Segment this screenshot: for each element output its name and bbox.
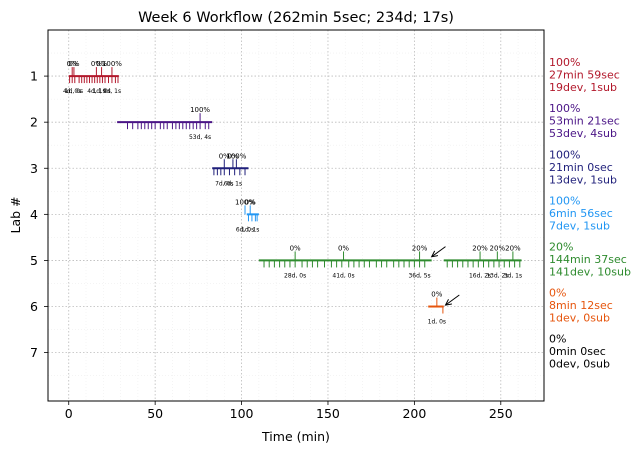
lab-4-milestone-stats: 1d, 1s: [241, 226, 259, 233]
x-tick-label: 100: [230, 406, 254, 421]
lab-4-summary-line: 7dev, 1sub: [549, 219, 610, 232]
lab-5-milestone-stats: 13d, 2s: [486, 272, 508, 279]
lab-1-milestone-pct: 100%: [102, 60, 122, 68]
lab-3-milestone-pct: 0%: [227, 152, 238, 160]
lab-2-summary-line: 100%: [549, 102, 580, 115]
lab-1-summary-line: 100%: [549, 56, 580, 69]
lab-2-summary-line: 53min 21sec: [549, 115, 620, 128]
plot-frame: [47, 29, 545, 402]
lab-5-milestone-pct: 0%: [338, 244, 349, 252]
lab-6-summary-line: 8min 12sec: [549, 299, 613, 312]
lab-4-milestone-pct: 0%: [245, 198, 256, 206]
lab-3-milestone-stats: 6d, 1s: [224, 180, 242, 187]
lab-1-milestone-pct: 0%: [96, 60, 107, 68]
lab-5-milestone-pct: 20%: [412, 244, 428, 252]
lab-5-milestone-stats: 3d, 1s: [504, 272, 522, 279]
lab-5-summary-line: 20%: [549, 240, 573, 253]
lab-7-summary-line: 0%: [549, 333, 566, 346]
x-tick-label: 250: [489, 406, 513, 421]
lab-6-summary-line: 1dev, 0sub: [549, 312, 610, 325]
lab-4-summary-line: 6min 56sec: [549, 207, 613, 220]
x-tick-label: 150: [316, 406, 340, 421]
chart-title: Week 6 Workflow (262min 5sec; 234d; 17s): [138, 10, 454, 26]
lab-3-milestone-stats: 7d, 0s: [215, 180, 233, 187]
lab-6-summary-line: 0%: [549, 287, 566, 300]
lab-5-summary-line: 141dev, 10sub: [549, 265, 631, 278]
x-tick-label: 200: [402, 406, 426, 421]
lab-3-summary-line: 21min 0sec: [549, 161, 613, 174]
lab-1-summary-line: 27min 59sec: [549, 69, 620, 82]
lab-1-summary-line: 19dev, 1sub: [549, 81, 617, 94]
grid-layer: [48, 30, 544, 401]
y-tick-label: 1: [30, 69, 38, 84]
lab-3-milestone-pct: 0%: [219, 152, 230, 160]
lab-7-summary-line: 0dev, 0sub: [549, 358, 610, 371]
lab-4-summary-line: 100%: [549, 194, 580, 207]
y-axis-title: Lab #: [8, 196, 23, 233]
lab-1-milestone-stats: 4d, 0s: [63, 88, 81, 95]
lab-5-milestone-pct: 0%: [290, 244, 301, 252]
lab-5-summary-line: 144min 37sec: [549, 253, 627, 266]
lab-1-milestone-stats: 9d, 1s: [103, 88, 121, 95]
lab-7-summary-line: 0min 0sec: [549, 345, 606, 358]
lab-6-milestone-pct: 0%: [431, 291, 442, 299]
y-tick-label: 6: [30, 299, 38, 314]
lab-4-milestone-stats: 6d, 0s: [236, 226, 254, 233]
lab-2-summary-line: 53dev, 4sub: [549, 127, 617, 140]
lab-3-milestone-pct: 100%: [226, 152, 246, 160]
data-layer: 0% 4d, 0s 0% 1d, 0s 0% 4d, 1s 0% 1d, 0s 100% 9d, …: [63, 60, 522, 325]
lab-1-milestone-pct: 0%: [91, 60, 102, 68]
lab-5-milestone-pct: 20%: [490, 244, 506, 252]
lab-5-milestone-pct: 20%: [472, 244, 488, 252]
lab-5-milestone-stats: 41d, 0s: [332, 272, 354, 279]
y-tick-label: 7: [30, 345, 38, 360]
lab-1-milestone-stats: 4d, 1s: [87, 88, 105, 95]
y-tick-label: 2: [30, 115, 38, 130]
lab-1-milestone-pct: 0%: [67, 60, 78, 68]
axis-layer: 0 50 100 150 200 250 1 2 3 4 5 6 7: [30, 69, 513, 421]
lab-4-milestone-pct: 100%: [235, 198, 255, 206]
y-tick-label: 4: [30, 207, 38, 222]
lab-3-summary-line: 13dev, 1sub: [549, 173, 617, 186]
lab-1-milestone-pct: 0%: [68, 60, 79, 68]
lab-1-milestone-stats: 1d, 0s: [92, 88, 110, 95]
lab-5-milestone-stats: 28d, 0s: [284, 272, 306, 279]
lab-2-milestone-stats: 53d, 4s: [189, 134, 211, 141]
lab-3-summary-line: 100%: [549, 148, 580, 161]
x-axis-title: Time (min): [261, 429, 330, 444]
y-tick-label: 5: [30, 253, 38, 268]
x-tick-label: 50: [147, 406, 163, 421]
lab-1-milestone-stats: 1d, 0s: [65, 88, 83, 95]
lab-5-arrow: [432, 246, 446, 257]
lab-5-milestone-stats: 36d, 5s: [408, 272, 430, 279]
lab-6-arrow: [445, 294, 460, 305]
lab-5-milestone-pct: 20%: [505, 244, 521, 252]
lab-6-milestone-stats: 1d, 0s: [428, 319, 446, 326]
lab-2-milestone-pct: 100%: [190, 106, 210, 114]
y-tick-label: 3: [30, 161, 38, 176]
x-tick-label: 0: [65, 406, 73, 421]
lab-5-milestone-stats: 16d, 2s: [469, 272, 491, 279]
